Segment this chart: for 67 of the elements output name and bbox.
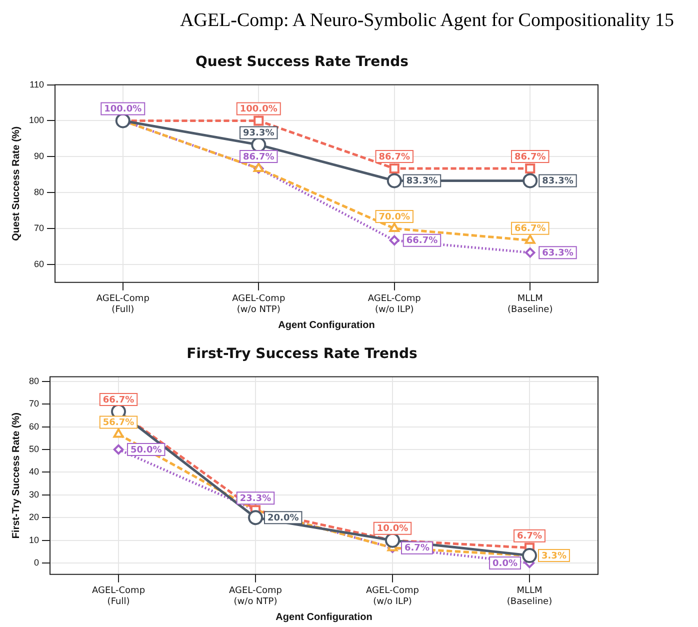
x-tick-label: AGEL-Comp (w/o ILP) [368,294,422,315]
y-tick-label: 40 [28,466,40,477]
x-tick-label: AGEL-Comp (Full) [96,294,150,315]
point [525,163,536,174]
data-label: 100.0% [104,104,142,115]
point [385,532,400,548]
x-tick-label: AGEL-Comp (w/o NTP) [228,586,282,607]
y-tick-label: 50 [28,444,40,454]
y-axis-title: Quest Success Rate (%) [10,126,22,241]
point [389,222,400,232]
point [522,548,537,564]
data-label: 0.0% [492,558,518,569]
y-tick-label: 90 [34,151,44,162]
data-label: 100.0% [240,104,278,115]
y-tick-label: 110 [30,79,44,90]
point [254,116,264,126]
data-label: 83.3% [542,176,574,187]
x-tick-label: AGEL-Comp (w/o NTP) [232,294,286,315]
y-tick-label: 20 [28,512,40,522]
x-tick-label: AGEL-Comp (Full) [92,586,146,607]
point [389,163,400,174]
point [525,247,536,258]
data-label: 56.7% [102,418,134,428]
point [253,162,264,172]
y-tick-label: 30 [28,489,40,500]
data-label: 83.3% [406,176,438,187]
y-tick-label: 10 [28,534,40,545]
data-label: 3.3% [541,551,566,562]
y-tick-label: 0 [34,558,40,568]
text: AGEL-Comp: A Neuro-Symbolic Agent for Compositionality 15 [179,9,675,33]
y-tick-label: 70 [34,222,44,233]
data-label: 10.0% [376,524,408,534]
point [113,428,124,438]
x-axis-title: Agent Configuration [278,320,375,331]
y-tick-label: 100 [28,115,44,126]
y-tick-label: 80 [34,187,44,198]
data-label: 86.7% [243,152,274,162]
point [113,444,124,455]
data-label: 6.7% [404,544,430,554]
data-label: 20.0% [268,513,299,524]
data-label: 50.0% [130,445,162,456]
y-tick-label: 70 [28,398,40,409]
point [522,173,538,188]
data-label: 86.7% [378,152,410,162]
point [248,510,264,526]
data-label: 66.7% [102,395,134,406]
data-label: 23.3% [240,494,272,504]
data-label: 63.3% [542,248,574,258]
data-label: 70.0% [378,212,410,222]
x-tick-label: MLLM (Baseline) [506,586,552,607]
data-label: 66.7% [514,224,546,234]
y-tick-label: 60 [34,258,44,269]
x-tick-label: MLLM (Baseline) [508,294,553,315]
chart-title: First-Try Success Rate Trends [186,346,418,362]
data-label: 6.7% [517,532,542,542]
data-label: 86.7% [514,152,546,162]
point [389,235,400,246]
point [386,173,402,188]
y-tick-label: 80 [28,376,40,386]
data-label: 93.3% [243,128,274,139]
chart-title: Quest Success Rate Trends [196,54,408,70]
data-label: 66.7% [406,236,438,246]
y-tick-label: 60 [28,421,40,432]
x-tick-label: AGEL-Comp (w/o ILP) [366,586,420,607]
x-axis-title: Agent Configuration [276,612,372,623]
y-axis-title: First-Try Success Rate (%) [10,412,22,539]
point [524,234,536,244]
